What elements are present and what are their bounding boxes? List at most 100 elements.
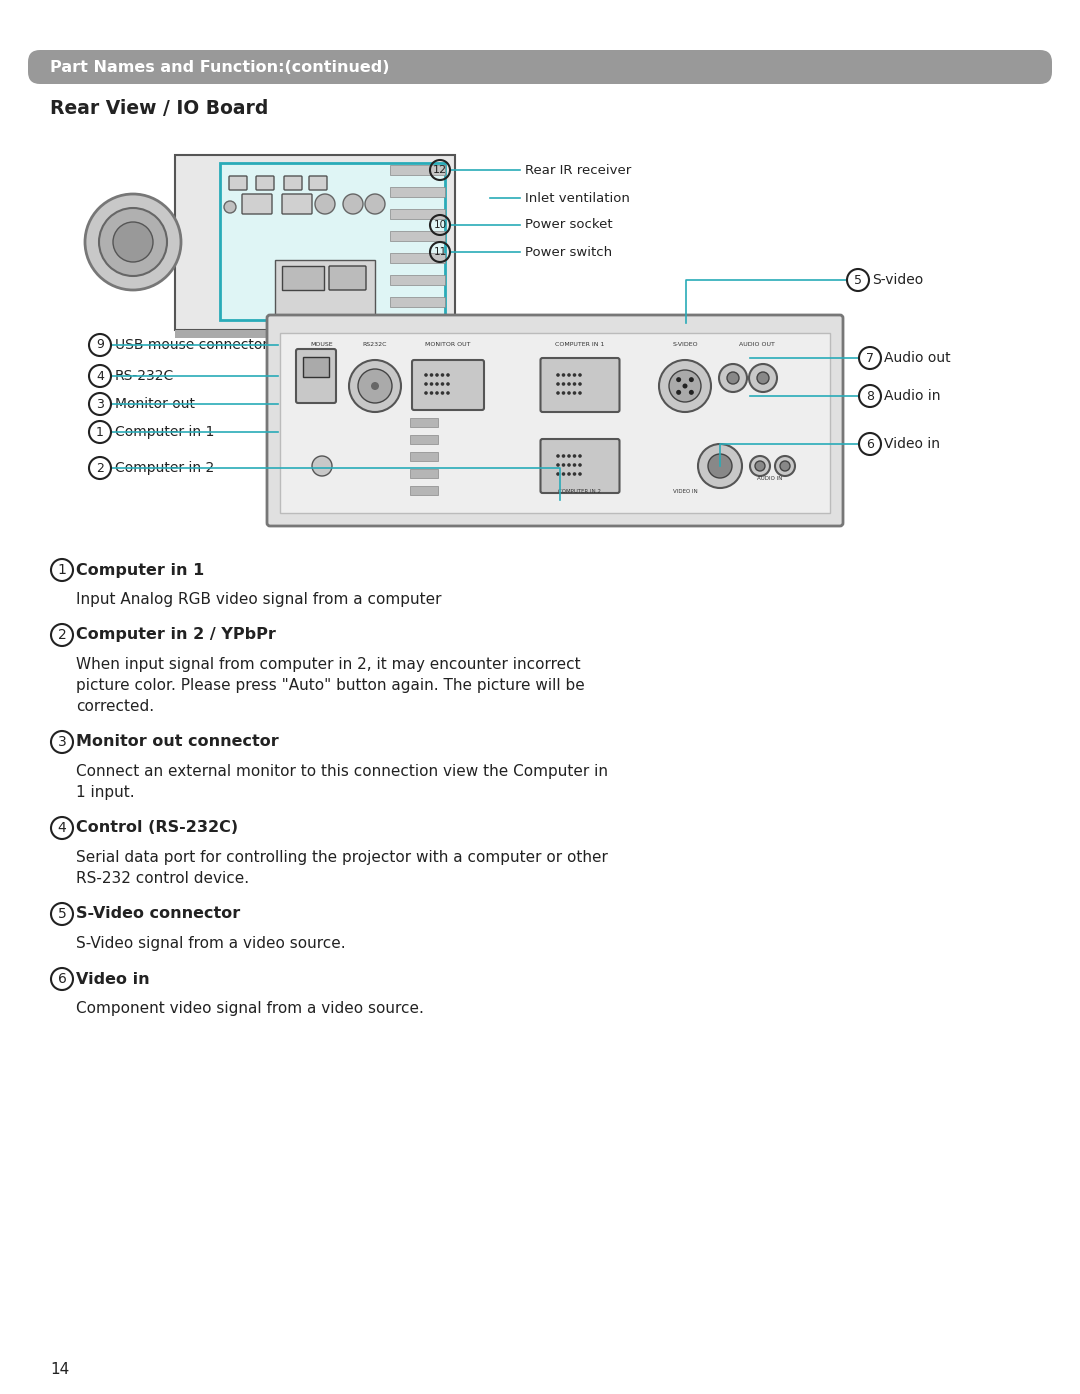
Text: 6: 6 [57,972,67,986]
Text: 9: 9 [96,339,104,351]
Bar [410,468,438,478]
Bar [175,330,455,337]
Circle shape [775,456,795,475]
Circle shape [556,454,559,457]
Circle shape [578,463,582,467]
Text: 4: 4 [57,821,66,835]
Circle shape [572,473,577,475]
Text: Computer in 2: Computer in 2 [114,461,214,475]
Circle shape [365,194,384,215]
Text: corrected.: corrected. [76,698,154,714]
Circle shape [446,382,449,386]
Text: 5: 5 [854,273,862,287]
Circle shape [372,382,379,390]
Circle shape [556,382,559,386]
Circle shape [113,222,153,262]
Text: Rear IR receiver: Rear IR receiver [525,163,631,177]
Circle shape [556,463,559,467]
Circle shape [446,374,449,376]
Text: 12: 12 [433,164,447,176]
Circle shape [99,208,167,276]
Text: Inlet ventilation: Inlet ventilation [525,191,630,205]
Circle shape [578,473,582,475]
FancyBboxPatch shape [411,360,484,410]
Circle shape [435,382,438,386]
Text: USB mouse connector: USB mouse connector [114,337,268,353]
Text: Control (RS-232C): Control (RS-232C) [76,821,238,835]
Circle shape [578,392,582,395]
FancyBboxPatch shape [540,439,620,493]
Circle shape [572,374,577,376]
Text: RS-232 control device.: RS-232 control device. [76,871,249,887]
Text: MONITOR OUT: MONITOR OUT [426,342,471,347]
Circle shape [755,461,765,471]
Circle shape [343,194,363,215]
FancyBboxPatch shape [28,50,1052,84]
Text: S-video: S-video [872,273,923,287]
Circle shape [750,456,770,475]
Circle shape [424,392,428,395]
Circle shape [562,454,565,457]
Circle shape [435,374,438,376]
Circle shape [727,372,739,383]
Circle shape [719,364,747,392]
Circle shape [562,382,565,386]
Text: Computer in 2 / YPbPr: Computer in 2 / YPbPr [76,627,275,643]
Circle shape [669,369,701,401]
Circle shape [562,463,565,467]
Text: picture color. Please press "Auto" button again. The picture will be: picture color. Please press "Auto" butto… [76,677,584,693]
Circle shape [441,392,444,395]
Circle shape [578,454,582,457]
Text: RS-232C: RS-232C [114,369,174,383]
Circle shape [750,364,777,392]
Text: 6: 6 [866,438,874,450]
Circle shape [572,392,577,395]
Circle shape [349,360,401,413]
Bar [390,231,445,241]
FancyBboxPatch shape [220,163,445,321]
Bar [410,452,438,461]
FancyBboxPatch shape [309,176,327,190]
Text: 1: 1 [96,425,104,439]
Circle shape [435,392,438,395]
Circle shape [85,194,181,290]
Text: Serial data port for controlling the projector with a computer or other: Serial data port for controlling the pro… [76,850,608,866]
Text: Computer in 1: Computer in 1 [114,425,214,439]
Text: 2: 2 [96,461,104,474]
Text: Video in: Video in [76,972,150,987]
Circle shape [676,378,681,382]
Text: 11: 11 [433,247,447,256]
Text: 1 input.: 1 input. [76,785,135,800]
Text: Audio out: Audio out [885,351,950,365]
Text: 5: 5 [57,907,66,921]
Text: When input signal from computer in 2, it may encounter incorrect: When input signal from computer in 2, it… [76,657,581,672]
Bar [410,435,438,445]
FancyBboxPatch shape [540,358,620,413]
Circle shape [441,382,444,386]
Text: AUDIO IN: AUDIO IN [757,475,783,481]
Circle shape [567,392,571,395]
Text: Monitor out connector: Monitor out connector [76,735,279,750]
Circle shape [556,392,559,395]
Circle shape [357,369,392,403]
FancyBboxPatch shape [284,176,302,190]
Text: Component video signal from a video source.: Component video signal from a video sour… [76,1001,423,1016]
Text: S-VIDEO: S-VIDEO [672,342,698,347]
Bar [410,487,438,495]
Circle shape [424,382,428,386]
Text: 3: 3 [96,397,104,410]
Text: Video in: Video in [885,436,940,452]
Circle shape [659,360,711,413]
Bar [390,275,445,284]
Text: AUDIO OUT: AUDIO OUT [739,342,775,347]
Text: 10: 10 [433,220,446,230]
Circle shape [224,201,237,213]
Circle shape [567,473,571,475]
Circle shape [567,454,571,457]
FancyBboxPatch shape [329,266,366,290]
Text: 1: 1 [57,563,67,577]
Circle shape [441,374,444,376]
FancyBboxPatch shape [256,176,274,190]
Text: COMPUTER IN 2: COMPUTER IN 2 [558,489,602,493]
Text: MOUSE: MOUSE [311,342,334,347]
